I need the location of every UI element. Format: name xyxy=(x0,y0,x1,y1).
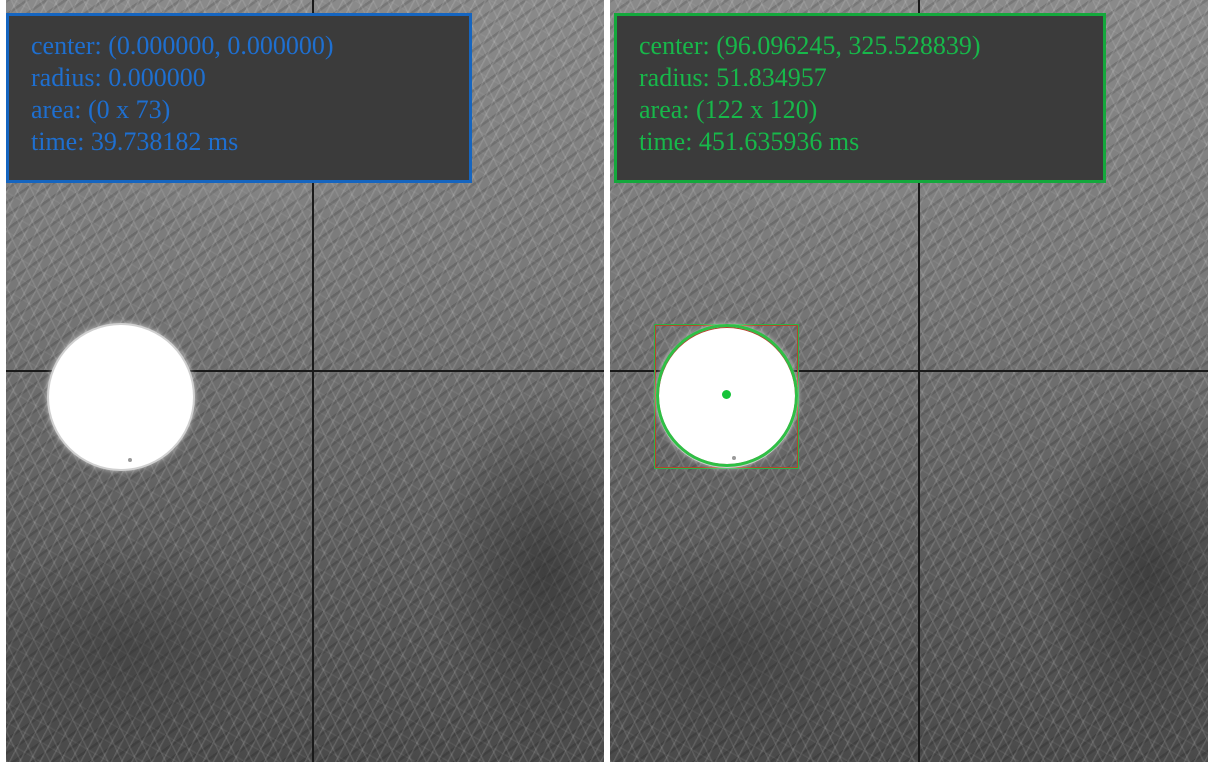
right-radius-text: radius: 51.834957 xyxy=(639,63,827,92)
left-camera-view: center: (0.000000, 0.000000) radius: 0.0… xyxy=(6,0,604,762)
right-area-text: area: (122 x 120) xyxy=(639,95,818,124)
left-time-text: time: 39.738182 ms xyxy=(31,127,239,156)
detected-circle-outline xyxy=(656,324,798,467)
blob-speck xyxy=(128,458,132,462)
left-detection-info: center: (0.000000, 0.000000) radius: 0.0… xyxy=(6,13,472,183)
left-radius-text: radius: 0.000000 xyxy=(31,63,206,92)
detected-center-marker xyxy=(722,390,731,399)
left-area-text: area: (0 x 73) xyxy=(31,95,171,124)
right-camera-view: center: (96.096245, 325.528839) radius: … xyxy=(610,0,1208,762)
bright-blob xyxy=(49,325,193,469)
left-center-text: center: (0.000000, 0.000000) xyxy=(31,31,334,60)
crosshair-horizontal xyxy=(610,370,1208,372)
crosshair-horizontal xyxy=(6,370,604,372)
crosshair-vertical xyxy=(312,0,314,762)
right-time-text: time: 451.635936 ms xyxy=(639,127,860,156)
right-detection-info: center: (96.096245, 325.528839) radius: … xyxy=(614,13,1106,183)
right-center-text: center: (96.096245, 325.528839) xyxy=(639,31,981,60)
crosshair-vertical xyxy=(918,0,920,762)
blob-speck xyxy=(732,456,736,460)
